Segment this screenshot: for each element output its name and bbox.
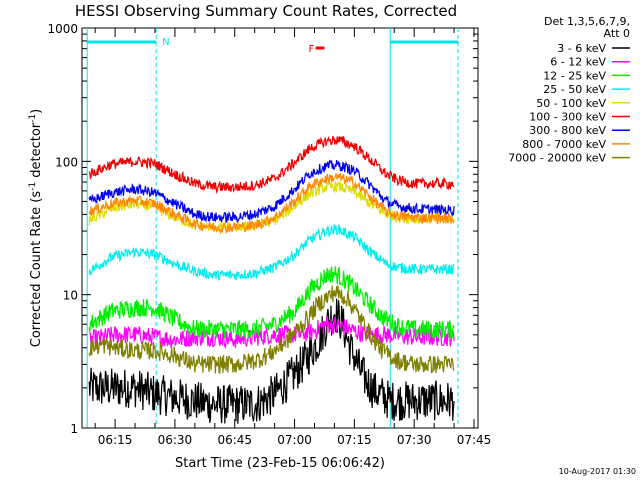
series-line — [88, 266, 455, 339]
y-axis: 1 10 100 1000 — [47, 22, 478, 436]
legend-entry-label: 800 - 7000 keV — [522, 138, 606, 151]
legend-header: Det 1,3,5,6,7,9, — [544, 15, 630, 28]
y-axis-label-end: ) — [29, 109, 44, 114]
y-tick-label: 1 — [70, 422, 78, 436]
series-line — [88, 298, 455, 424]
series-line — [88, 173, 455, 235]
legend-entry-label: 25 - 50 keV — [543, 83, 606, 96]
legend-entry-label: 300 - 800 keV — [529, 124, 606, 137]
y-tick-label: 1000 — [47, 22, 78, 36]
y-axis-label-sup1: -1 — [28, 182, 38, 191]
x-tick-label: 06:45 — [217, 433, 252, 447]
flag-label-n: N — [162, 37, 169, 48]
legend-entry-label: 6 - 12 keV — [550, 56, 606, 69]
series-line — [88, 223, 455, 281]
legend-entry-label: 12 - 25 keV — [543, 69, 606, 82]
x-tick-label: 07:00 — [277, 433, 312, 447]
series-line — [88, 135, 455, 194]
y-axis-label: Corrected Count Rate (s-1 detector-1) — [28, 109, 44, 347]
x-tick-label: 07:30 — [397, 433, 432, 447]
legend-entry-label: 7000 - 20000 keV — [508, 152, 606, 165]
series-line — [88, 159, 455, 224]
legend-entry-label: 50 - 100 keV — [536, 97, 606, 110]
x-tick-label: 06:15 — [98, 433, 133, 447]
x-axis: 06:15 06:30 06:45 07:00 07:15 07:30 07:45 — [94, 28, 492, 447]
y-tick-label: 100 — [55, 155, 78, 169]
series-line — [88, 285, 455, 375]
plot-frame — [81, 27, 479, 429]
plot-area: N F 1 10 100 1000 06:15 06:30 06:45 07:00 07:15 07:… — [47, 22, 491, 447]
chart-title: HESSI Observing Summary Count Rates, Cor… — [75, 2, 457, 20]
x-axis-label: Start Time (23-Feb-15 06:06:42) — [175, 456, 385, 471]
y-axis-label-main: Corrected Count Rate (s — [29, 191, 44, 348]
y-axis-label-sup2: -1 — [28, 114, 38, 123]
legend-entry-label: 100 - 300 keV — [529, 111, 606, 124]
legend-header: Att 0 — [604, 27, 630, 40]
series-line — [88, 315, 455, 350]
x-tick-label: 06:30 — [158, 433, 193, 447]
x-tick-label: 07:15 — [337, 433, 372, 447]
y-tick-label: 10 — [63, 289, 78, 303]
footer-date: 10-Aug-2017 01:30 — [559, 467, 636, 476]
flag-label-f: F — [309, 44, 315, 55]
y-axis-label-mid: detector — [29, 122, 44, 182]
x-tick-label: 07:45 — [457, 433, 492, 447]
legend-entry-label: 3 - 6 keV — [557, 42, 606, 55]
